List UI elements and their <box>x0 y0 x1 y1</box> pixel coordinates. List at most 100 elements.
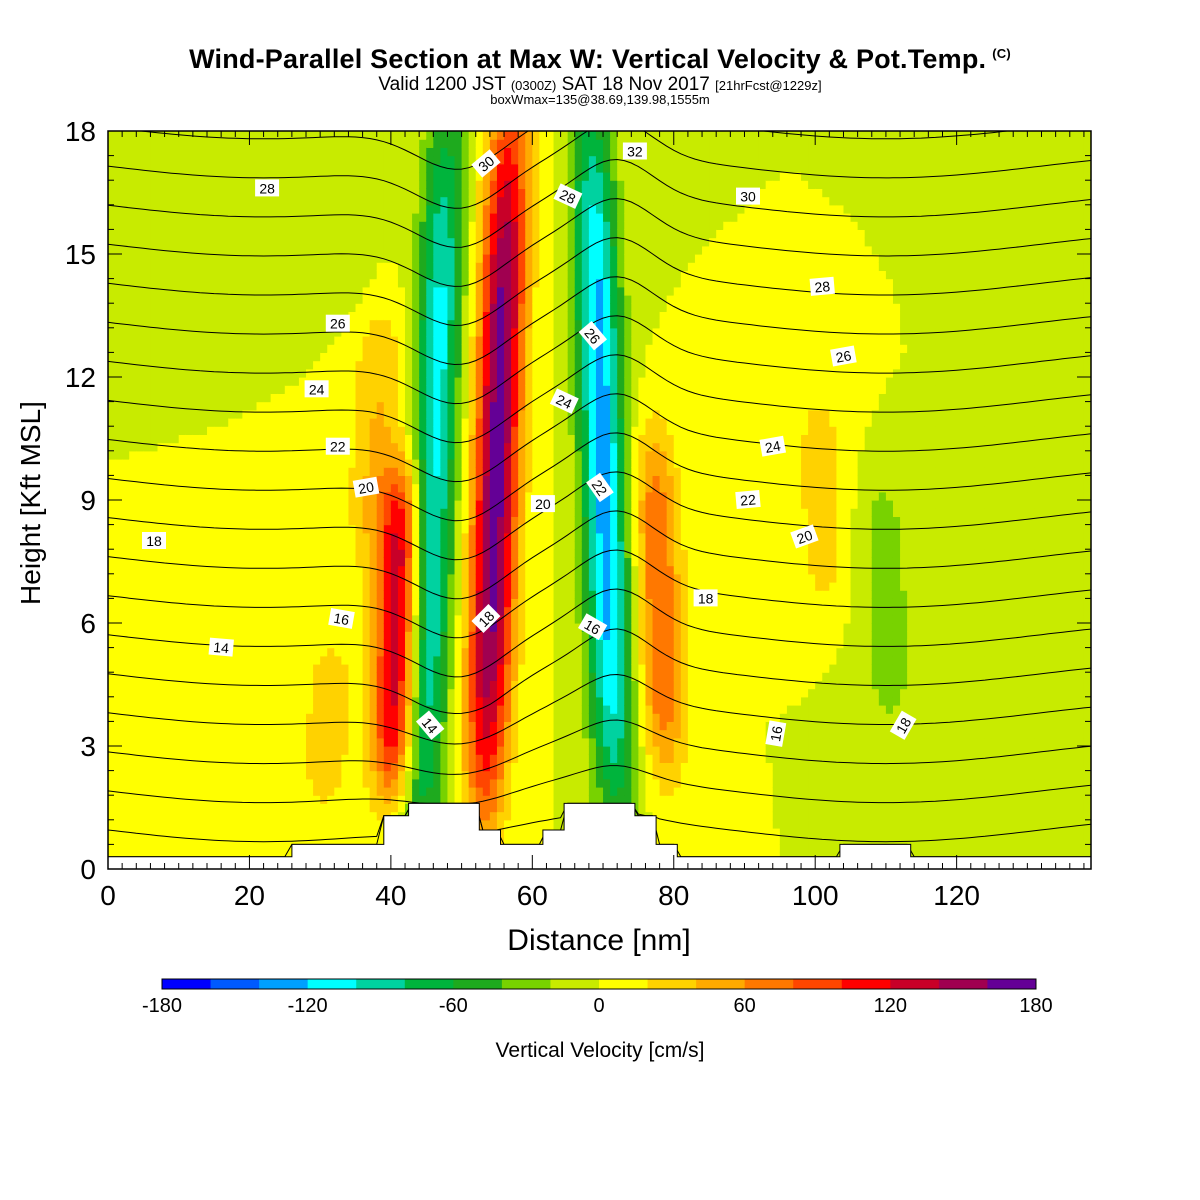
velocity-cell <box>199 565 208 575</box>
velocity-cell <box>383 754 392 763</box>
velocity-cell <box>383 713 392 722</box>
velocity-cell <box>419 598 427 608</box>
velocity-cell <box>412 639 420 649</box>
velocity-cell <box>199 500 208 509</box>
velocity-cell <box>157 491 166 501</box>
velocity-cell <box>157 336 166 345</box>
velocity-cell <box>122 508 130 517</box>
velocity-cell <box>419 688 427 698</box>
velocity-cell <box>298 696 307 706</box>
velocity-cell <box>185 705 194 714</box>
velocity-cell <box>412 680 420 690</box>
velocity-cell <box>242 278 251 288</box>
velocity-cell <box>199 803 208 813</box>
velocity-cell <box>390 737 399 747</box>
velocity-cell <box>383 393 392 403</box>
velocity-cell <box>313 409 321 419</box>
velocity-cell <box>235 557 243 567</box>
velocity-cell <box>313 516 321 526</box>
velocity-cell <box>397 655 406 665</box>
velocity-cell <box>433 172 441 181</box>
velocity-cell <box>419 483 427 493</box>
velocity-cell <box>108 344 116 353</box>
velocity-cell <box>454 196 463 206</box>
velocity-cell <box>115 491 123 501</box>
velocity-cell <box>242 131 251 140</box>
velocity-cell <box>334 713 342 722</box>
velocity-cell <box>115 836 123 845</box>
velocity-cell <box>376 286 385 296</box>
velocity-cell <box>376 336 385 345</box>
velocity-cell <box>369 131 378 140</box>
velocity-cell <box>496 664 505 673</box>
velocity-cell <box>235 303 243 312</box>
velocity-cell <box>348 803 357 813</box>
velocity-cell <box>171 352 180 362</box>
velocity-cell <box>355 631 364 640</box>
velocity-cell <box>440 787 449 796</box>
velocity-cell <box>164 401 173 411</box>
velocity-cell <box>433 508 441 517</box>
velocity-cell <box>447 311 456 321</box>
velocity-cell <box>199 623 208 632</box>
velocity-cell <box>291 327 300 337</box>
velocity-cell <box>475 696 484 706</box>
velocity-cell <box>369 762 378 772</box>
velocity-cell <box>341 811 350 821</box>
velocity-cell <box>419 590 427 599</box>
velocity-cell <box>150 377 159 386</box>
valid-fcst: [21hrFcst@1229z] <box>715 78 822 93</box>
velocity-cell <box>143 737 152 747</box>
velocity-cell <box>313 729 321 739</box>
velocity-cell <box>482 303 491 312</box>
velocity-cell <box>263 532 272 542</box>
velocity-cell <box>291 778 300 788</box>
velocity-cell <box>440 393 449 403</box>
velocity-cell <box>334 336 342 345</box>
velocity-cell <box>136 532 144 542</box>
velocity-cell <box>192 532 201 542</box>
velocity-cell <box>475 688 484 698</box>
velocity-cell <box>214 319 222 329</box>
velocity-cell <box>369 819 378 829</box>
velocity-cell <box>270 729 279 739</box>
velocity-cell <box>334 262 342 271</box>
velocity-cell <box>129 590 137 599</box>
velocity-cell <box>475 508 484 517</box>
velocity-cell <box>178 549 187 558</box>
velocity-cell <box>164 327 173 337</box>
velocity-cell <box>164 746 173 755</box>
velocity-cell <box>214 524 222 534</box>
velocity-cell <box>284 188 293 198</box>
velocity-cell <box>207 664 215 673</box>
velocity-cell <box>298 762 307 772</box>
velocity-cell <box>256 606 265 616</box>
velocity-cell <box>355 500 364 509</box>
velocity-cell <box>298 254 307 263</box>
velocity-cell <box>426 393 434 403</box>
velocity-cell <box>405 139 413 148</box>
velocity-cell <box>284 721 293 731</box>
velocity-cell <box>390 623 399 632</box>
velocity-cell <box>291 131 300 140</box>
velocity-cell <box>348 360 357 370</box>
velocity-cell <box>277 762 286 772</box>
velocity-cell <box>390 459 399 468</box>
velocity-cell <box>475 147 484 157</box>
velocity-cell <box>390 368 399 378</box>
velocity-cell <box>447 582 456 591</box>
velocity-cell <box>199 541 208 550</box>
velocity-cell <box>433 147 441 157</box>
velocity-cell <box>405 746 413 755</box>
velocity-cell <box>405 516 413 526</box>
velocity-cell <box>122 450 130 460</box>
velocity-cell <box>327 639 335 649</box>
velocity-cell <box>489 508 498 517</box>
velocity-cell <box>277 639 286 649</box>
velocity-cell <box>270 532 279 542</box>
velocity-cell <box>277 705 286 714</box>
velocity-cell <box>369 278 378 288</box>
velocity-cell <box>390 639 399 649</box>
velocity-cell <box>291 500 300 509</box>
velocity-cell <box>228 467 236 476</box>
